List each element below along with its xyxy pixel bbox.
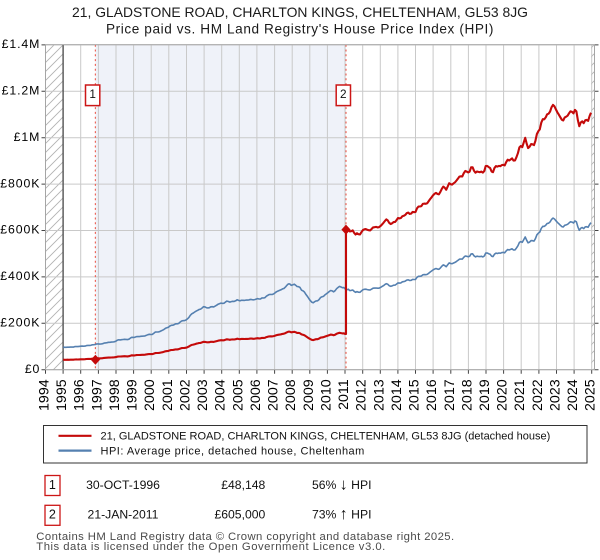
svg-text:£400K: £400K: [0, 269, 40, 283]
svg-text:2004: 2004: [213, 379, 229, 411]
svg-text:21, GLADSTONE ROAD, CHARLTON K: 21, GLADSTONE ROAD, CHARLTON KINGS, CHEL…: [72, 4, 528, 20]
svg-text:2018: 2018: [459, 379, 475, 411]
svg-text:1998: 1998: [107, 379, 123, 411]
svg-text:2008: 2008: [283, 379, 299, 411]
svg-text:2012: 2012: [354, 379, 370, 411]
svg-text:2019: 2019: [477, 379, 493, 411]
svg-text:This data is licensed under th: This data is licensed under the Open Gov…: [36, 541, 386, 553]
svg-text:2013: 2013: [371, 379, 387, 411]
svg-text:HPI: Average price, detached h: HPI: Average price, detached house, Chel…: [101, 445, 365, 457]
svg-text:21, GLADSTONE ROAD, CHARLTON K: 21, GLADSTONE ROAD, CHARLTON KINGS, CHEL…: [101, 431, 551, 443]
svg-text:2011: 2011: [336, 379, 352, 410]
svg-text:£200K: £200K: [0, 316, 40, 330]
svg-text:2020: 2020: [495, 379, 511, 411]
svg-text:Contains HM Land Registry data: Contains HM Land Registry data © Crown c…: [36, 531, 454, 543]
svg-text:2022: 2022: [530, 379, 546, 411]
svg-text:£48,148: £48,148: [221, 478, 265, 492]
svg-text:1: 1: [49, 478, 56, 492]
svg-text:2017: 2017: [442, 379, 458, 411]
svg-text:2: 2: [49, 508, 56, 522]
svg-text:£800K: £800K: [0, 176, 40, 190]
svg-text:2016: 2016: [424, 379, 440, 411]
svg-text:2009: 2009: [301, 379, 317, 411]
svg-text:56% ↓ HPI: 56% ↓ HPI: [312, 476, 371, 493]
svg-text:£605,000: £605,000: [214, 508, 265, 522]
svg-text:1995: 1995: [54, 379, 70, 411]
svg-text:1997: 1997: [89, 379, 105, 411]
svg-text:£0: £0: [25, 362, 40, 376]
svg-text:2003: 2003: [195, 379, 211, 411]
svg-text:21-JAN-2011: 21-JAN-2011: [88, 508, 159, 522]
svg-text:2021: 2021: [512, 379, 528, 411]
svg-text:2: 2: [340, 87, 347, 101]
svg-text:2015: 2015: [407, 379, 423, 411]
svg-text:2025: 2025: [583, 379, 599, 411]
svg-text:2007: 2007: [266, 379, 282, 411]
svg-text:2001: 2001: [160, 379, 176, 411]
svg-text:2005: 2005: [230, 379, 246, 411]
svg-text:1: 1: [89, 87, 96, 101]
svg-text:Price paid vs. HM Land Registr: Price paid vs. HM Land Registry's House …: [106, 22, 494, 37]
svg-text:£1.4M: £1.4M: [2, 37, 41, 51]
svg-text:2000: 2000: [142, 379, 158, 411]
svg-text:1994: 1994: [37, 379, 53, 411]
svg-text:2024: 2024: [565, 379, 581, 411]
svg-text:2006: 2006: [248, 379, 264, 411]
svg-text:£600K: £600K: [0, 223, 40, 237]
svg-text:73% ↑ HPI: 73% ↑ HPI: [312, 506, 371, 523]
svg-text:£1M: £1M: [14, 130, 41, 144]
svg-text:2014: 2014: [389, 379, 405, 411]
svg-text:1996: 1996: [72, 379, 88, 411]
svg-text:1999: 1999: [125, 379, 141, 411]
svg-text:2010: 2010: [318, 379, 334, 411]
svg-text:2002: 2002: [178, 379, 194, 411]
svg-text:£1.2M: £1.2M: [2, 84, 41, 98]
svg-text:30-OCT-1996: 30-OCT-1996: [86, 478, 160, 492]
svg-text:2023: 2023: [548, 379, 564, 411]
